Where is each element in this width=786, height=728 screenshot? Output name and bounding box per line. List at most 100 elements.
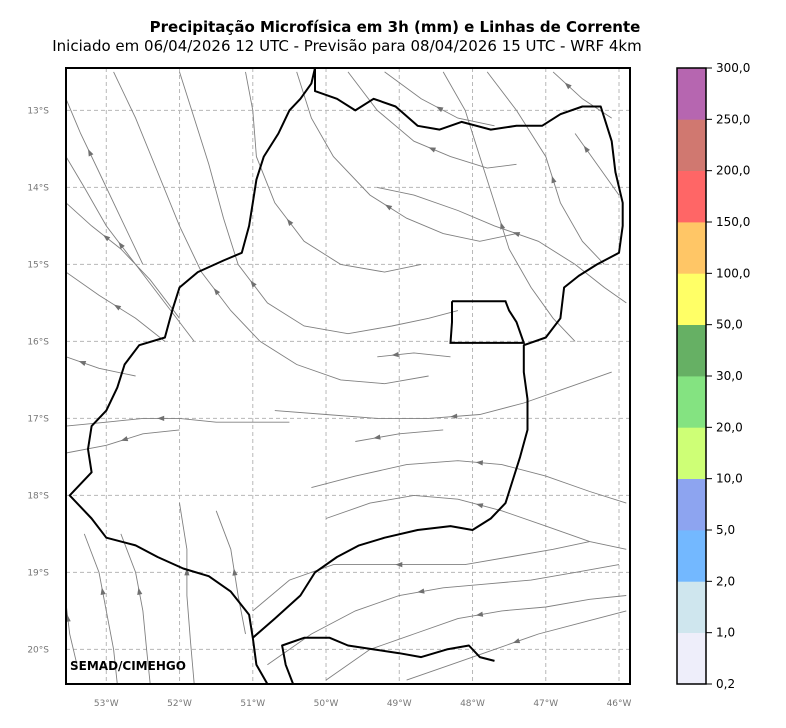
streamline-arrow [475, 503, 484, 509]
lon-tick-label: 50°W [314, 699, 339, 709]
lon-tick-label: 47°W [533, 699, 558, 709]
streamline-arrow [286, 218, 294, 226]
lat-tick-label: 15°S [27, 260, 49, 270]
streamline [179, 503, 195, 684]
streamline [66, 603, 78, 665]
streamline [179, 71, 459, 335]
colorbar-label: 200,0 [716, 164, 750, 178]
streamline [66, 202, 180, 319]
lat-tick-label: 19°S [27, 568, 49, 578]
lon-tick-label: 49°W [387, 699, 412, 709]
streamline-arrow [118, 241, 125, 250]
map-subtitle: Iniciado em 06/04/2026 12 UTC - Previsão… [52, 37, 642, 55]
streamline [66, 271, 166, 342]
colorbar-label: 100,0 [716, 266, 750, 280]
colorbar-segment [677, 68, 706, 120]
colorbar-segment [677, 170, 706, 223]
streamlines-layer [66, 71, 627, 684]
streamline-arrow [232, 568, 238, 576]
colorbar-segment [677, 427, 706, 479]
streamline-arrow [384, 204, 393, 211]
streamline-arrow [436, 106, 444, 113]
state-borders [68, 68, 624, 684]
colorbar-segment [677, 581, 706, 633]
colorbar-segment [677, 324, 706, 377]
streamline [83, 533, 118, 684]
colorbar-segment [677, 273, 706, 325]
streamline [325, 595, 627, 681]
streamline-arrow [428, 147, 436, 153]
streamline-arrow [475, 460, 484, 466]
colorbar-segment [677, 632, 706, 685]
lon-tick-label: 48°W [460, 699, 485, 709]
colorbar-label: 150,0 [716, 215, 750, 229]
streamline [66, 156, 195, 342]
state-border-line [252, 68, 624, 639]
streamline [252, 541, 590, 612]
colorbar-segment [677, 119, 706, 171]
colorbar-label: 30,0 [716, 369, 743, 383]
streamline [267, 564, 620, 666]
streamline [406, 610, 627, 681]
streamline [66, 417, 290, 427]
colorbar-label: 5,0 [716, 523, 735, 537]
colorbar-segment [677, 222, 706, 274]
streamline [113, 71, 429, 385]
colorbar-label: 300,0 [716, 61, 750, 75]
streamline-arrow [157, 415, 165, 421]
streamline [66, 429, 180, 454]
streamline [384, 71, 495, 127]
lat-tick-label: 17°S [27, 414, 49, 424]
streamline-arrow [583, 145, 590, 153]
streamline-arrow [88, 149, 94, 157]
streamline [296, 71, 517, 242]
streamline [66, 98, 144, 265]
streamline-arrow [500, 222, 506, 230]
lat-tick-label: 16°S [27, 337, 49, 347]
streamline [274, 371, 612, 419]
state-border-line [281, 636, 495, 684]
colorbar-label: 1,0 [716, 626, 735, 640]
credit-label: SEMAD/CIMEHGO [70, 659, 186, 673]
streamline-arrow [213, 288, 221, 296]
streamline-arrow [137, 587, 143, 596]
colorbar-segment [677, 478, 706, 531]
colorbar-label: 0,2 [716, 677, 735, 691]
streamline-arrow [391, 351, 399, 358]
map-axis-ticks: 53°W 52°W 51°W 50°W 49°W 48°W 47°W 46°W 13°S 14°S… [27, 106, 631, 709]
streamline-arrow [417, 588, 425, 594]
streamline-arrow [120, 436, 129, 442]
streamline [377, 352, 451, 358]
lat-tick-label: 20°S [27, 645, 49, 655]
colorbar-label: 10,0 [716, 472, 743, 486]
streamline-arrow [78, 361, 87, 366]
state-border-line [68, 68, 316, 684]
streamline-arrow [512, 638, 521, 644]
streamline-arrow [250, 280, 257, 288]
colorbar-label: 50,0 [716, 318, 743, 332]
streamline [311, 460, 627, 504]
streamline-arrow [475, 611, 484, 617]
lat-tick-label: 14°S [27, 183, 49, 193]
lon-tick-label: 46°W [607, 699, 632, 709]
streamline-arrow [551, 175, 557, 184]
federal-district-border [449, 300, 526, 344]
lon-tick-label: 52°W [167, 699, 192, 709]
colorbar-segment [677, 376, 706, 428]
streamline [66, 356, 136, 377]
precipitation-colorbar: 0,2 1,0 2,0 5,0 10,0 20,0 30,0 50,0 100,0 150,0 20… [676, 61, 750, 691]
streamline-arrow [395, 562, 403, 568]
colorbar-segment [677, 530, 706, 582]
streamline-arrow [113, 304, 122, 311]
colorbar-label: 20,0 [716, 420, 743, 434]
lon-tick-label: 51°W [240, 699, 265, 709]
streamline-arrow [103, 234, 111, 242]
streamline [355, 429, 444, 442]
streamline-arrow [512, 232, 521, 238]
streamline [245, 71, 422, 273]
streamline [574, 133, 620, 196]
streamline [377, 186, 627, 304]
lon-tick-label: 53°W [94, 699, 119, 709]
streamline-arrow [373, 434, 381, 440]
